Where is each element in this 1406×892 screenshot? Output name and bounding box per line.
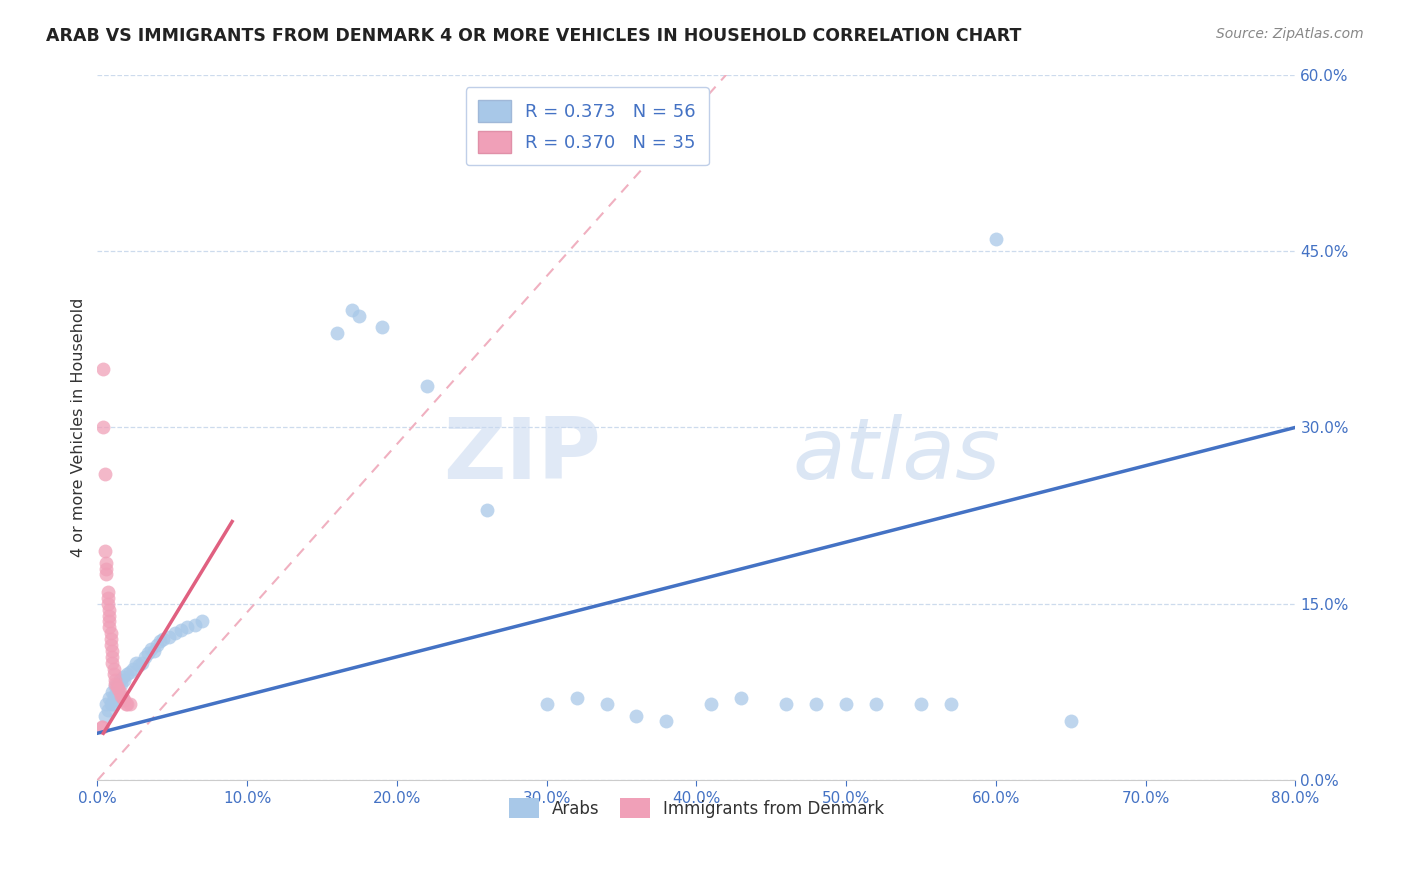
Point <box>131 656 153 670</box>
Point <box>146 638 169 652</box>
Point <box>96 697 118 711</box>
Point <box>141 641 163 656</box>
Point <box>165 626 187 640</box>
Point <box>655 714 678 729</box>
Point <box>775 697 797 711</box>
Point <box>939 697 962 711</box>
Point <box>191 615 214 629</box>
Point <box>110 689 132 703</box>
Point <box>90 720 112 734</box>
Point <box>100 697 122 711</box>
Point <box>94 544 117 558</box>
Point <box>105 679 128 693</box>
Point <box>97 585 120 599</box>
Point <box>122 661 145 675</box>
Point <box>104 679 127 693</box>
Legend: Arabs, Immigrants from Denmark: Arabs, Immigrants from Denmark <box>502 791 891 825</box>
Point <box>117 697 139 711</box>
Point <box>730 690 752 705</box>
Point <box>984 232 1007 246</box>
Point <box>170 623 193 637</box>
Point <box>100 632 122 647</box>
Point <box>806 697 828 711</box>
Point <box>98 608 121 623</box>
Point <box>107 679 129 693</box>
Point <box>96 556 118 570</box>
Point <box>104 673 127 688</box>
Point <box>149 634 172 648</box>
Text: Source: ZipAtlas.com: Source: ZipAtlas.com <box>1216 27 1364 41</box>
Point <box>565 690 588 705</box>
Point <box>111 690 134 705</box>
Point <box>101 697 124 711</box>
Point <box>120 665 142 679</box>
Point <box>1060 714 1083 729</box>
Point <box>349 309 371 323</box>
Point <box>104 677 127 691</box>
Point <box>101 649 124 664</box>
Point <box>117 667 139 681</box>
Point <box>595 697 617 711</box>
Point <box>114 697 136 711</box>
Point <box>105 685 128 699</box>
Point <box>475 502 498 516</box>
Point <box>128 658 150 673</box>
Text: ZIP: ZIP <box>443 414 600 497</box>
Point <box>125 656 148 670</box>
Point <box>700 697 723 711</box>
Point <box>120 697 142 711</box>
Text: atlas: atlas <box>792 414 1000 497</box>
Point <box>108 685 131 699</box>
Point <box>94 708 117 723</box>
Point <box>626 708 648 723</box>
Point <box>101 685 124 699</box>
Point <box>98 615 121 629</box>
Point <box>93 361 115 376</box>
Point <box>98 620 121 634</box>
Point <box>865 697 887 711</box>
Point <box>100 638 122 652</box>
Point <box>326 326 349 341</box>
Point <box>910 697 932 711</box>
Point <box>103 661 125 675</box>
Point <box>90 720 112 734</box>
Point <box>110 677 132 691</box>
Point <box>100 626 122 640</box>
Point <box>136 646 159 660</box>
Point <box>101 644 124 658</box>
Point <box>94 467 117 482</box>
Y-axis label: 4 or more Vehicles in Household: 4 or more Vehicles in Household <box>72 298 86 558</box>
Point <box>112 693 135 707</box>
Point <box>98 690 121 705</box>
Point <box>176 620 198 634</box>
Point <box>835 697 858 711</box>
Point <box>97 591 120 605</box>
Point <box>536 697 558 711</box>
Point <box>183 618 205 632</box>
Point <box>152 632 174 647</box>
Point <box>143 644 166 658</box>
Point <box>134 649 156 664</box>
Point <box>96 567 118 582</box>
Text: ARAB VS IMMIGRANTS FROM DENMARK 4 OR MORE VEHICLES IN HOUSEHOLD CORRELATION CHAR: ARAB VS IMMIGRANTS FROM DENMARK 4 OR MOR… <box>46 27 1022 45</box>
Point <box>107 681 129 696</box>
Point <box>340 302 363 317</box>
Point <box>97 703 120 717</box>
Point <box>103 689 125 703</box>
Point <box>112 673 135 688</box>
Point <box>416 379 439 393</box>
Point <box>96 561 118 575</box>
Point <box>101 656 124 670</box>
Point <box>93 420 115 434</box>
Point <box>108 673 131 688</box>
Point <box>371 320 394 334</box>
Point <box>104 693 127 707</box>
Point <box>103 667 125 681</box>
Point <box>97 597 120 611</box>
Point <box>157 630 180 644</box>
Point <box>98 603 121 617</box>
Point <box>111 670 134 684</box>
